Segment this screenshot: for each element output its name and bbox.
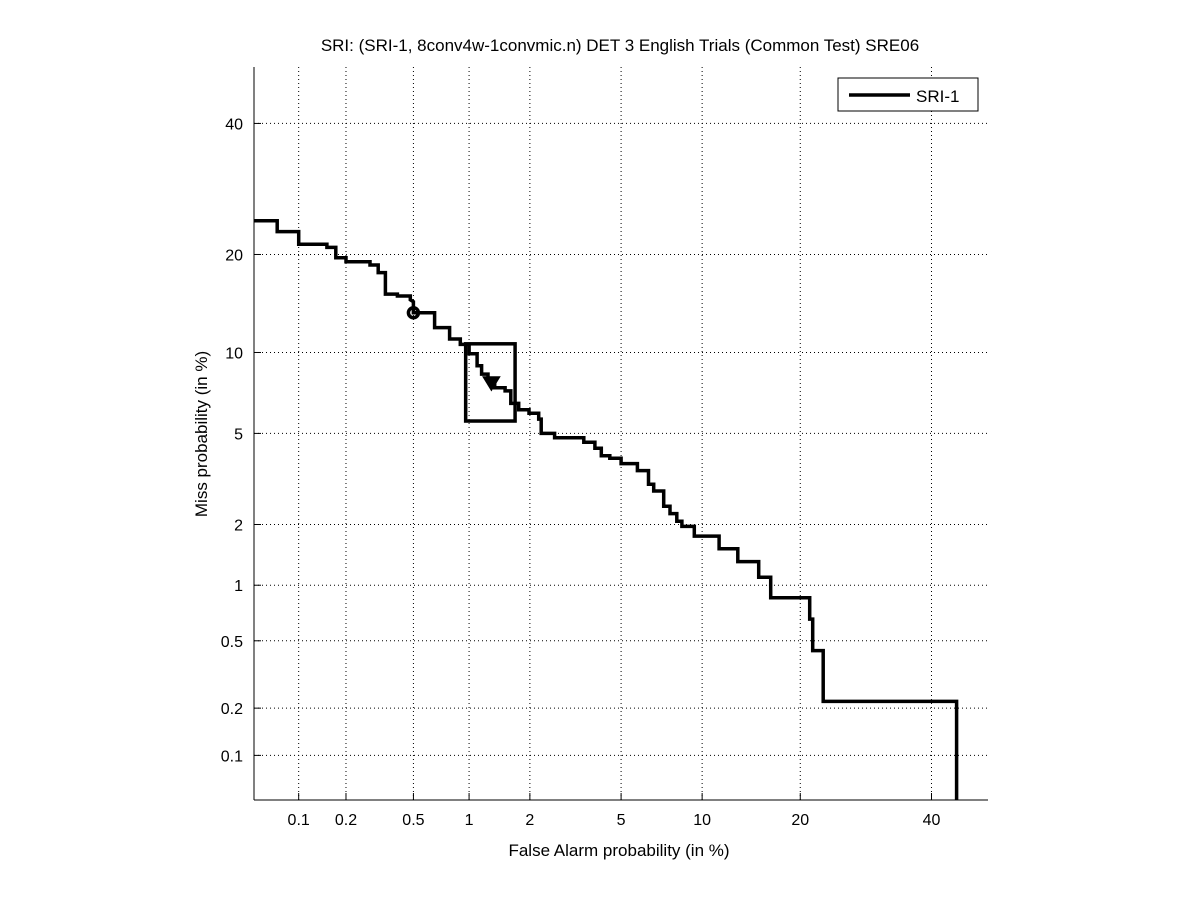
- x-tick-label: 40: [923, 812, 941, 829]
- x-tick-label: 5: [617, 812, 626, 829]
- y-tick-label: 2: [234, 517, 243, 534]
- y-axis-label: Miss probability (in %): [192, 351, 211, 517]
- y-tick-label: 20: [225, 247, 243, 264]
- y-tick-label: 40: [225, 116, 243, 133]
- circle-marker: [406, 305, 421, 320]
- y-tick-label: 10: [225, 345, 243, 362]
- x-tick-label: 20: [791, 812, 809, 829]
- legend-label-sri-1: SRI-1: [916, 87, 959, 106]
- y-ticks: 0.1 0.2 0.5 1 2 5 10 20 40: [221, 116, 261, 765]
- x-tick-label: 0.5: [402, 812, 424, 829]
- x-ticks: 0.1 0.2 0.5 1 2 5 10 20 40: [288, 793, 941, 829]
- y-tick-label: 0.5: [221, 634, 243, 651]
- x-tick-label: 0.1: [288, 812, 310, 829]
- x-tick-label: 1: [465, 812, 474, 829]
- y-tick-label: 1: [234, 578, 243, 595]
- x-axis-label: False Alarm probability (in %): [508, 841, 729, 860]
- y-tick-label: 0.2: [221, 701, 243, 718]
- x-tick-label: 10: [693, 812, 711, 829]
- triangle-marker: [482, 376, 501, 392]
- chart-title: SRI: (SRI-1, 8conv4w-1convmic.n) DET 3 E…: [321, 36, 919, 55]
- y-tick-label: 0.1: [221, 748, 243, 765]
- confidence-box: [463, 342, 517, 423]
- x-tick-label: 2: [525, 812, 534, 829]
- y-tick-label: 5: [234, 426, 243, 443]
- plot-area: [254, 219, 959, 800]
- legend: SRI-1: [837, 77, 979, 112]
- x-tick-label: 0.2: [335, 812, 357, 829]
- det-curve-sri-1: [254, 219, 959, 800]
